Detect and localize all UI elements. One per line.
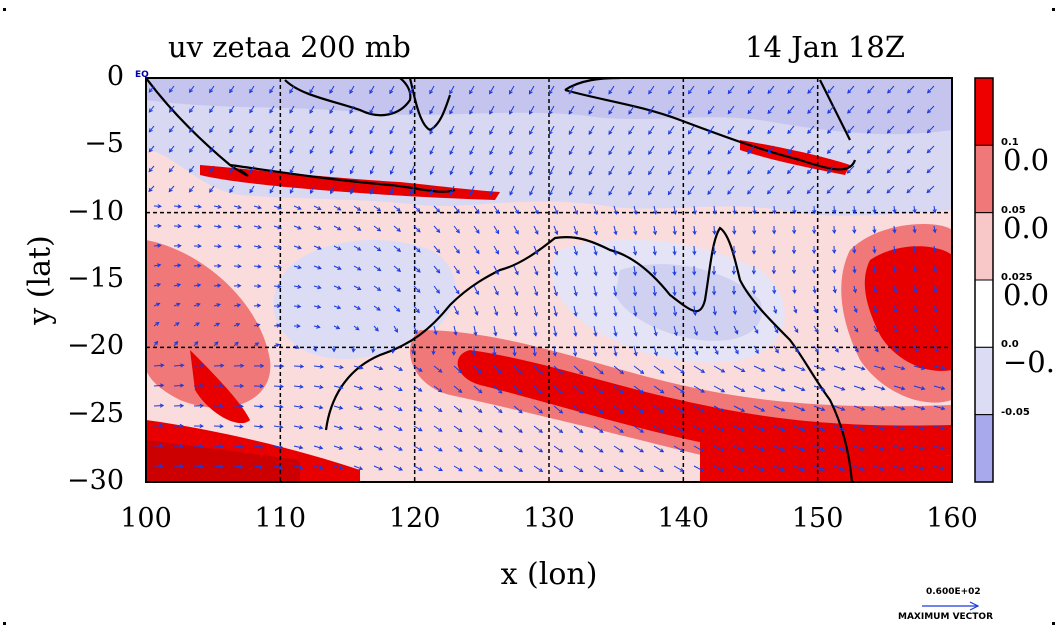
colorbar-segment xyxy=(974,346,994,416)
colorbar-segment xyxy=(974,77,994,146)
x-tick-label: 110 xyxy=(254,503,307,534)
x-tick-label: 160 xyxy=(926,503,978,534)
colorbar-big-label: 0.0 xyxy=(1003,278,1050,312)
x-axis-label: x (lon) xyxy=(500,557,598,592)
y-tick-label: −20 xyxy=(67,330,124,362)
colorbar-small-label: 0.1 xyxy=(1001,137,1019,149)
colorbar-segment xyxy=(974,414,994,483)
colorbar xyxy=(974,77,994,483)
max-vector-caption: MAXIMUM VECTOR xyxy=(898,612,994,622)
colorbar-big-label: −0. xyxy=(1003,345,1055,380)
colorbar-small-label: 0.0 xyxy=(1001,339,1019,351)
colorbar-segment xyxy=(974,279,994,348)
plot-title: uv zetaa 200 mb xyxy=(168,30,411,64)
x-tick-label: 120 xyxy=(388,503,441,534)
plot-frame xyxy=(145,77,953,483)
y-tick-label: −10 xyxy=(67,195,124,227)
max-vector-value: 0.600E+02 xyxy=(926,587,981,597)
colorbar-segment xyxy=(974,212,994,281)
y-tick-label: −5 xyxy=(84,128,124,160)
equator-label: EQ xyxy=(135,70,149,80)
colorbar-big-label: 0.0 xyxy=(1003,210,1050,245)
y-tick-label: −15 xyxy=(67,263,124,294)
y-tick-label: −30 xyxy=(67,465,124,496)
x-tick-label: 100 xyxy=(120,503,172,534)
colorbar-small-label: 0.025 xyxy=(1001,272,1033,283)
x-tick-label: 130 xyxy=(523,503,575,534)
grid-lines xyxy=(146,78,952,482)
max-vector-arrow xyxy=(922,601,980,611)
x-tick-label: 150 xyxy=(791,503,844,534)
colorbar-small-label: 0.05 xyxy=(1001,204,1026,216)
y-tick-label: 0 xyxy=(106,61,124,92)
y-axis-label: y (lat) xyxy=(22,235,58,325)
colorbar-segment xyxy=(974,144,994,214)
y-tick-label: −25 xyxy=(67,397,124,429)
colorbar-big-label: 0.0 xyxy=(1003,143,1050,178)
wind-vector-field xyxy=(148,85,946,473)
x-tick-label: 140 xyxy=(657,503,710,534)
plot-timestamp: 14 Jan 18Z xyxy=(745,30,905,64)
colorbar-small-label: -0.05 xyxy=(1001,406,1030,418)
